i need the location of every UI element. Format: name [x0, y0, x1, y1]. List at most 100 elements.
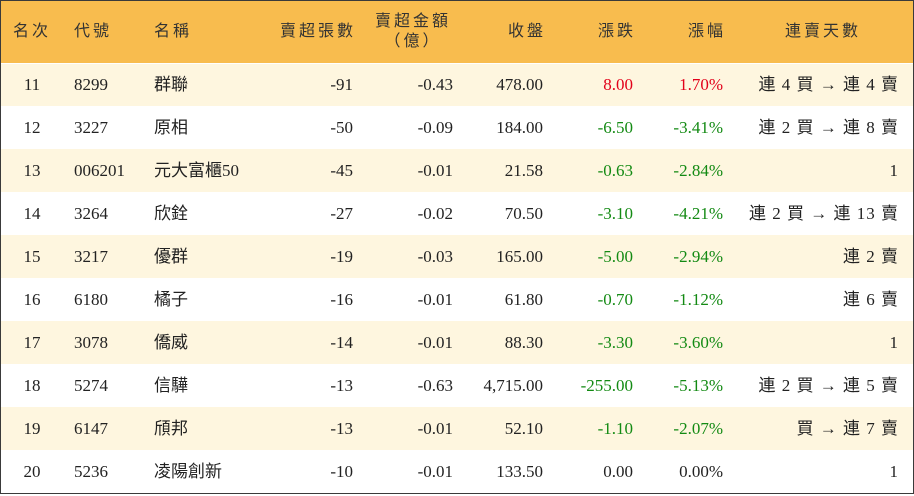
rank-cell: 18: [23, 375, 41, 395]
table-row: 14 3264 欣銓 -27 -0.02 70.50 -3.10 -4.21% …: [1, 192, 913, 235]
header-change-pct: 漲幅: [643, 1, 733, 64]
table-row: 19 6147 頎邦 -13 -0.01 52.10 -1.10 -2.07% …: [1, 407, 913, 450]
sell-amount-cell: -0.01: [417, 332, 453, 352]
header-name: 名稱: [143, 1, 263, 64]
name-cell: 優群: [154, 246, 188, 266]
sell-amount-cell: -0.03: [417, 246, 453, 266]
close-cell: 88.30: [504, 332, 543, 352]
change-cell: -6.50: [597, 117, 633, 137]
close-cell: 61.80: [504, 289, 543, 309]
name-cell: 凌陽創新: [154, 461, 222, 481]
name-cell: 群聯: [154, 74, 188, 94]
change-cell: -0.70: [597, 289, 633, 309]
name-cell: 元大富櫃50: [154, 160, 239, 180]
change-pct-cell: -3.60%: [673, 332, 723, 352]
close-cell: 70.50: [504, 203, 543, 223]
change-cell: -255.00: [580, 375, 633, 395]
sell-amount-cell: -0.01: [417, 289, 453, 309]
table-row: 20 5236 凌陽創新 -10 -0.01 133.50 0.00 0.00%…: [1, 450, 913, 493]
code-cell: 3264: [74, 203, 108, 223]
streak-cell: 連 2 買 → 連 8 賣: [758, 117, 899, 137]
streak-cell: 連 2 買 → 連 5 賣: [758, 375, 899, 395]
header-change: 漲跌: [553, 1, 643, 64]
streak-cell: 買 → 連 7 賣: [796, 418, 899, 438]
streak-cell: 連 2 賣: [843, 246, 899, 266]
code-cell: 6147: [74, 418, 108, 438]
rank-cell: 16: [23, 289, 41, 309]
header-code: 代號: [63, 1, 143, 64]
streak-cell: 1: [889, 332, 899, 352]
change-cell: -1.10: [597, 418, 633, 438]
change-pct-cell: -3.41%: [673, 117, 723, 137]
close-cell: 4,715.00: [483, 375, 544, 395]
sell-volume-cell: -10: [330, 461, 353, 481]
change-pct-cell: -5.13%: [673, 375, 723, 395]
rank-cell: 17: [23, 332, 41, 352]
table-row: 17 3078 僑威 -14 -0.01 88.30 -3.30 -3.60% …: [1, 321, 913, 364]
sell-amount-cell: -0.02: [417, 203, 453, 223]
change-cell: 0.00: [603, 461, 633, 481]
change-cell: -3.30: [597, 332, 633, 352]
rank-cell: 13: [23, 160, 41, 180]
change-cell: -5.00: [597, 246, 633, 266]
code-cell: 5274: [74, 375, 108, 395]
rank-cell: 19: [23, 418, 41, 438]
sell-amount-cell: -0.43: [417, 74, 453, 94]
sell-volume-cell: -45: [330, 160, 353, 180]
sell-amount-cell: -0.01: [417, 461, 453, 481]
rank-cell: 15: [23, 246, 41, 266]
table-row: 12 3227 原相 -50 -0.09 184.00 -6.50 -3.41%…: [1, 106, 913, 149]
sell-amount-cell: -0.63: [417, 375, 453, 395]
table-header-row: 名次 代號 名稱 賣超張數 賣超金額 （億） 收盤 漲跌 漲幅 連賣天數: [1, 1, 913, 64]
table-row: 11 8299 群聯 -91 -0.43 478.00 8.00 1.70% 連…: [1, 63, 913, 106]
close-cell: 21.58: [504, 160, 543, 180]
header-rank: 名次: [1, 1, 63, 64]
name-cell: 原相: [154, 117, 188, 137]
change-pct-cell: -2.07%: [673, 418, 723, 438]
streak-cell: 1: [889, 160, 899, 180]
rank-cell: 12: [23, 117, 41, 137]
change-cell: 8.00: [603, 74, 633, 94]
rank-cell: 11: [23, 74, 41, 94]
header-streak: 連賣天數: [733, 1, 913, 64]
code-cell: 6180: [74, 289, 108, 309]
sell-amount-cell: -0.09: [417, 117, 453, 137]
change-pct-cell: -4.21%: [673, 203, 723, 223]
header-sell-amount-label: 賣超金額: [374, 12, 451, 30]
header-sell-amount-unit: （億）: [384, 32, 442, 50]
close-cell: 52.10: [504, 418, 543, 438]
code-cell: 5236: [74, 461, 108, 481]
name-cell: 頎邦: [154, 418, 188, 438]
sell-volume-cell: -19: [330, 246, 353, 266]
sell-volume-cell: -91: [330, 74, 353, 94]
name-cell: 橘子: [154, 289, 188, 309]
change-cell: -0.63: [597, 160, 633, 180]
header-sell-volume: 賣超張數: [263, 1, 363, 64]
sell-volume-cell: -13: [330, 418, 353, 438]
sell-volume-cell: -14: [330, 332, 353, 352]
table-row: 13 006201 元大富櫃50 -45 -0.01 21.58 -0.63 -…: [1, 149, 913, 192]
change-pct-cell: -1.12%: [673, 289, 723, 309]
streak-cell: 連 4 買 → 連 4 賣: [758, 74, 899, 94]
change-pct-cell: -2.94%: [673, 246, 723, 266]
change-pct-cell: -2.84%: [673, 160, 723, 180]
code-cell: 8299: [74, 74, 108, 94]
header-sell-amount: 賣超金額 （億）: [363, 1, 463, 64]
sell-amount-cell: -0.01: [417, 160, 453, 180]
code-cell: 3217: [74, 246, 108, 266]
header-close: 收盤: [463, 1, 553, 64]
rank-cell: 14: [23, 203, 41, 223]
name-cell: 僑威: [154, 332, 188, 352]
sell-amount-cell: -0.01: [417, 418, 453, 438]
table-row: 15 3217 優群 -19 -0.03 165.00 -5.00 -2.94%…: [1, 235, 913, 278]
code-cell: 3078: [74, 332, 108, 352]
sell-volume-cell: -50: [330, 117, 353, 137]
change-pct-cell: 1.70%: [679, 74, 723, 94]
streak-cell: 1: [889, 461, 899, 481]
table-row: 18 5274 信驊 -13 -0.63 4,715.00 -255.00 -5…: [1, 364, 913, 407]
name-cell: 欣銓: [154, 203, 188, 223]
sell-volume-cell: -27: [330, 203, 353, 223]
code-cell: 006201: [74, 160, 125, 180]
